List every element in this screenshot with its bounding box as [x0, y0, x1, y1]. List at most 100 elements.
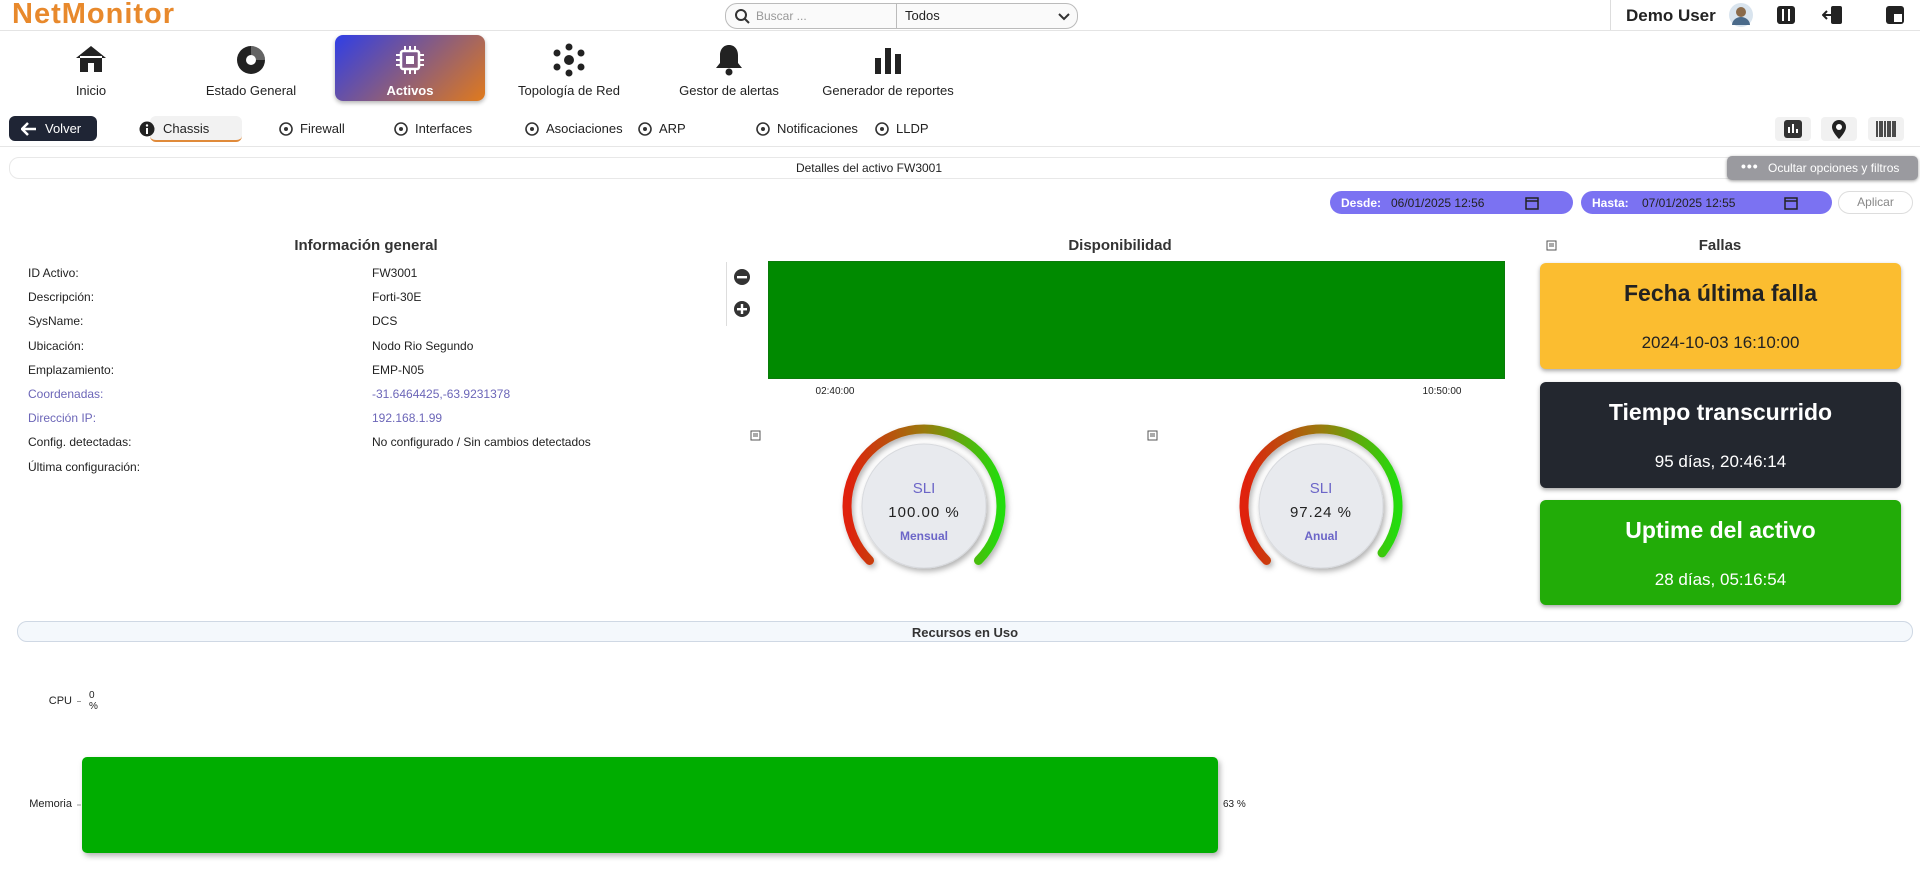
tab[interactable]: ARP: [659, 121, 686, 136]
info-label: SysName:: [28, 314, 84, 329]
gauge-period: Anual: [1304, 529, 1338, 543]
nav-item[interactable]: Inicio: [75, 83, 107, 98]
logo: NetMonitor: [12, 0, 176, 30]
tool-icon: [1832, 120, 1846, 139]
header: [0, 0, 1920, 31]
info-label: Dirección IP:: [28, 411, 97, 426]
icon: [1058, 13, 1070, 21]
tab-active: [150, 116, 242, 142]
info-label: Descripción:: [28, 290, 95, 305]
user-name[interactable]: Demo User: [1626, 6, 1716, 25]
card-title: Uptime del activo: [1625, 517, 1816, 543]
value-label: 63 %: [1223, 799, 1246, 810]
date-value: 06/01/2025 12:56: [1391, 196, 1485, 210]
gauge-value: 97.24 %: [1289, 504, 1353, 521]
nav-item[interactable]: Gestor de alertas: [679, 83, 779, 98]
info-label: ID Activo:: [28, 266, 79, 280]
tab[interactable]: Asociaciones: [546, 121, 623, 136]
tab[interactable]: Chassis: [163, 121, 210, 136]
date-label: Desde:: [1341, 196, 1382, 210]
card-value: 28 días, 05:16:54: [1654, 570, 1787, 589]
icon: [21, 122, 36, 136]
x-tick-label: 02:40:00: [815, 386, 855, 397]
tab[interactable]: LLDP: [896, 121, 929, 136]
tab-icon: [525, 122, 539, 136]
info-value[interactable]: 192.168.1.99: [372, 411, 443, 426]
zoom-out: [734, 269, 750, 285]
info-value: FW3001: [372, 266, 418, 280]
availability-chart: [768, 261, 1505, 379]
card-title: Tiempo transcurrido: [1608, 399, 1833, 425]
info-label: Emplazamiento:: [28, 362, 115, 377]
toggle-label: Ocultar opciones y filtros: [1768, 161, 1900, 175]
info-label: Ubicación:: [28, 338, 85, 353]
filter-select[interactable]: Todos: [896, 4, 1077, 28]
tool-button[interactable]: [1868, 117, 1904, 141]
date-label: Hasta:: [1592, 196, 1629, 210]
info-value[interactable]: -31.6464425,-63.9231378: [372, 387, 511, 401]
date-value: 07/01/2025 12:55: [1642, 196, 1736, 210]
nav-icon: [396, 46, 424, 74]
failure-card: Uptime del activo 28 días, 05:16:54: [1540, 500, 1901, 605]
gauge-period: Mensual: [899, 529, 948, 543]
card-title: Fecha última falla: [1623, 280, 1817, 306]
icon: [735, 9, 750, 24]
logout-icon: [1822, 6, 1842, 24]
date-pill[interactable]: Hasta: 07/01/2025 12:55: [1581, 191, 1832, 214]
back-label: Volver: [45, 121, 82, 136]
apply-button[interactable]: Aplicar: [1838, 191, 1913, 214]
back-button[interactable]: Volver: [9, 116, 97, 141]
export-icon: [1147, 430, 1158, 441]
nav-icon: [716, 45, 742, 76]
nav-icon: [553, 43, 585, 77]
info-label: Última configuración:: [28, 459, 141, 474]
export-icon: [1546, 240, 1557, 251]
nav-item[interactable]: Generador de reportes: [822, 83, 954, 98]
info-value: Nodo Rio Segundo: [372, 338, 474, 353]
failure-card: Fecha última falla 2024-10-03 16:10:00: [1540, 263, 1901, 369]
toggle-icon: •••: [1741, 158, 1759, 174]
resources-bar: [17, 621, 1913, 642]
info-value: DCS: [372, 314, 398, 329]
nav-item[interactable]: Activos: [386, 83, 434, 98]
card-value: 95 días, 20:46:14: [1654, 452, 1787, 471]
date-pill[interactable]: Desde: 06/01/2025 12:56: [1330, 191, 1573, 214]
failures-title: Fallas: [1698, 237, 1742, 254]
tab[interactable]: Interfaces: [415, 121, 473, 136]
gauge-label: SLI: [1309, 480, 1333, 497]
resources-title: Recursos en Uso: [911, 625, 1019, 640]
tab[interactable]: Firewall: [300, 121, 345, 136]
gauge-value: 100.00 %: [888, 504, 960, 521]
value-label: 0 %: [89, 689, 98, 712]
separator: [0, 146, 1920, 147]
availability-title: Disponibilidad: [1068, 237, 1172, 254]
toggle-filters[interactable]: ••• Ocultar opciones y filtros: [1727, 156, 1918, 180]
y-tick-label: Memoria: [29, 798, 72, 810]
nav-item[interactable]: Topología de Red: [518, 83, 620, 98]
info-title: Información general: [294, 237, 438, 254]
calendar-icon: [1525, 197, 1539, 210]
settings-icon: [1777, 6, 1795, 24]
nav-icon: [875, 48, 901, 74]
info-value: EMP-N05: [372, 362, 425, 377]
zoom-in: [734, 301, 750, 317]
tab[interactable]: Notificaciones: [777, 121, 858, 136]
zoom-divider: [726, 262, 727, 326]
nav-icon: [76, 46, 106, 72]
bar: [82, 757, 1218, 853]
tool-icon: [1876, 121, 1896, 137]
tab-icon: [875, 122, 889, 136]
tab-icon: [756, 122, 770, 136]
info-value: Forti-30E: [372, 290, 422, 305]
info-value: No configurado / Sin cambios detectados: [372, 435, 591, 450]
nav-item[interactable]: Estado General: [205, 83, 297, 98]
gauge-label: SLI: [912, 480, 936, 497]
calendar-icon: [1784, 197, 1798, 210]
avatar: [1729, 3, 1753, 27]
y-tick-label: CPU: [48, 694, 72, 707]
search-box[interactable]: Buscar ... Todos: [725, 3, 1078, 29]
detail-title: Detalles del activo FW3001: [795, 161, 943, 175]
window-icon: [1886, 6, 1904, 24]
tool-icon: [1784, 120, 1802, 138]
